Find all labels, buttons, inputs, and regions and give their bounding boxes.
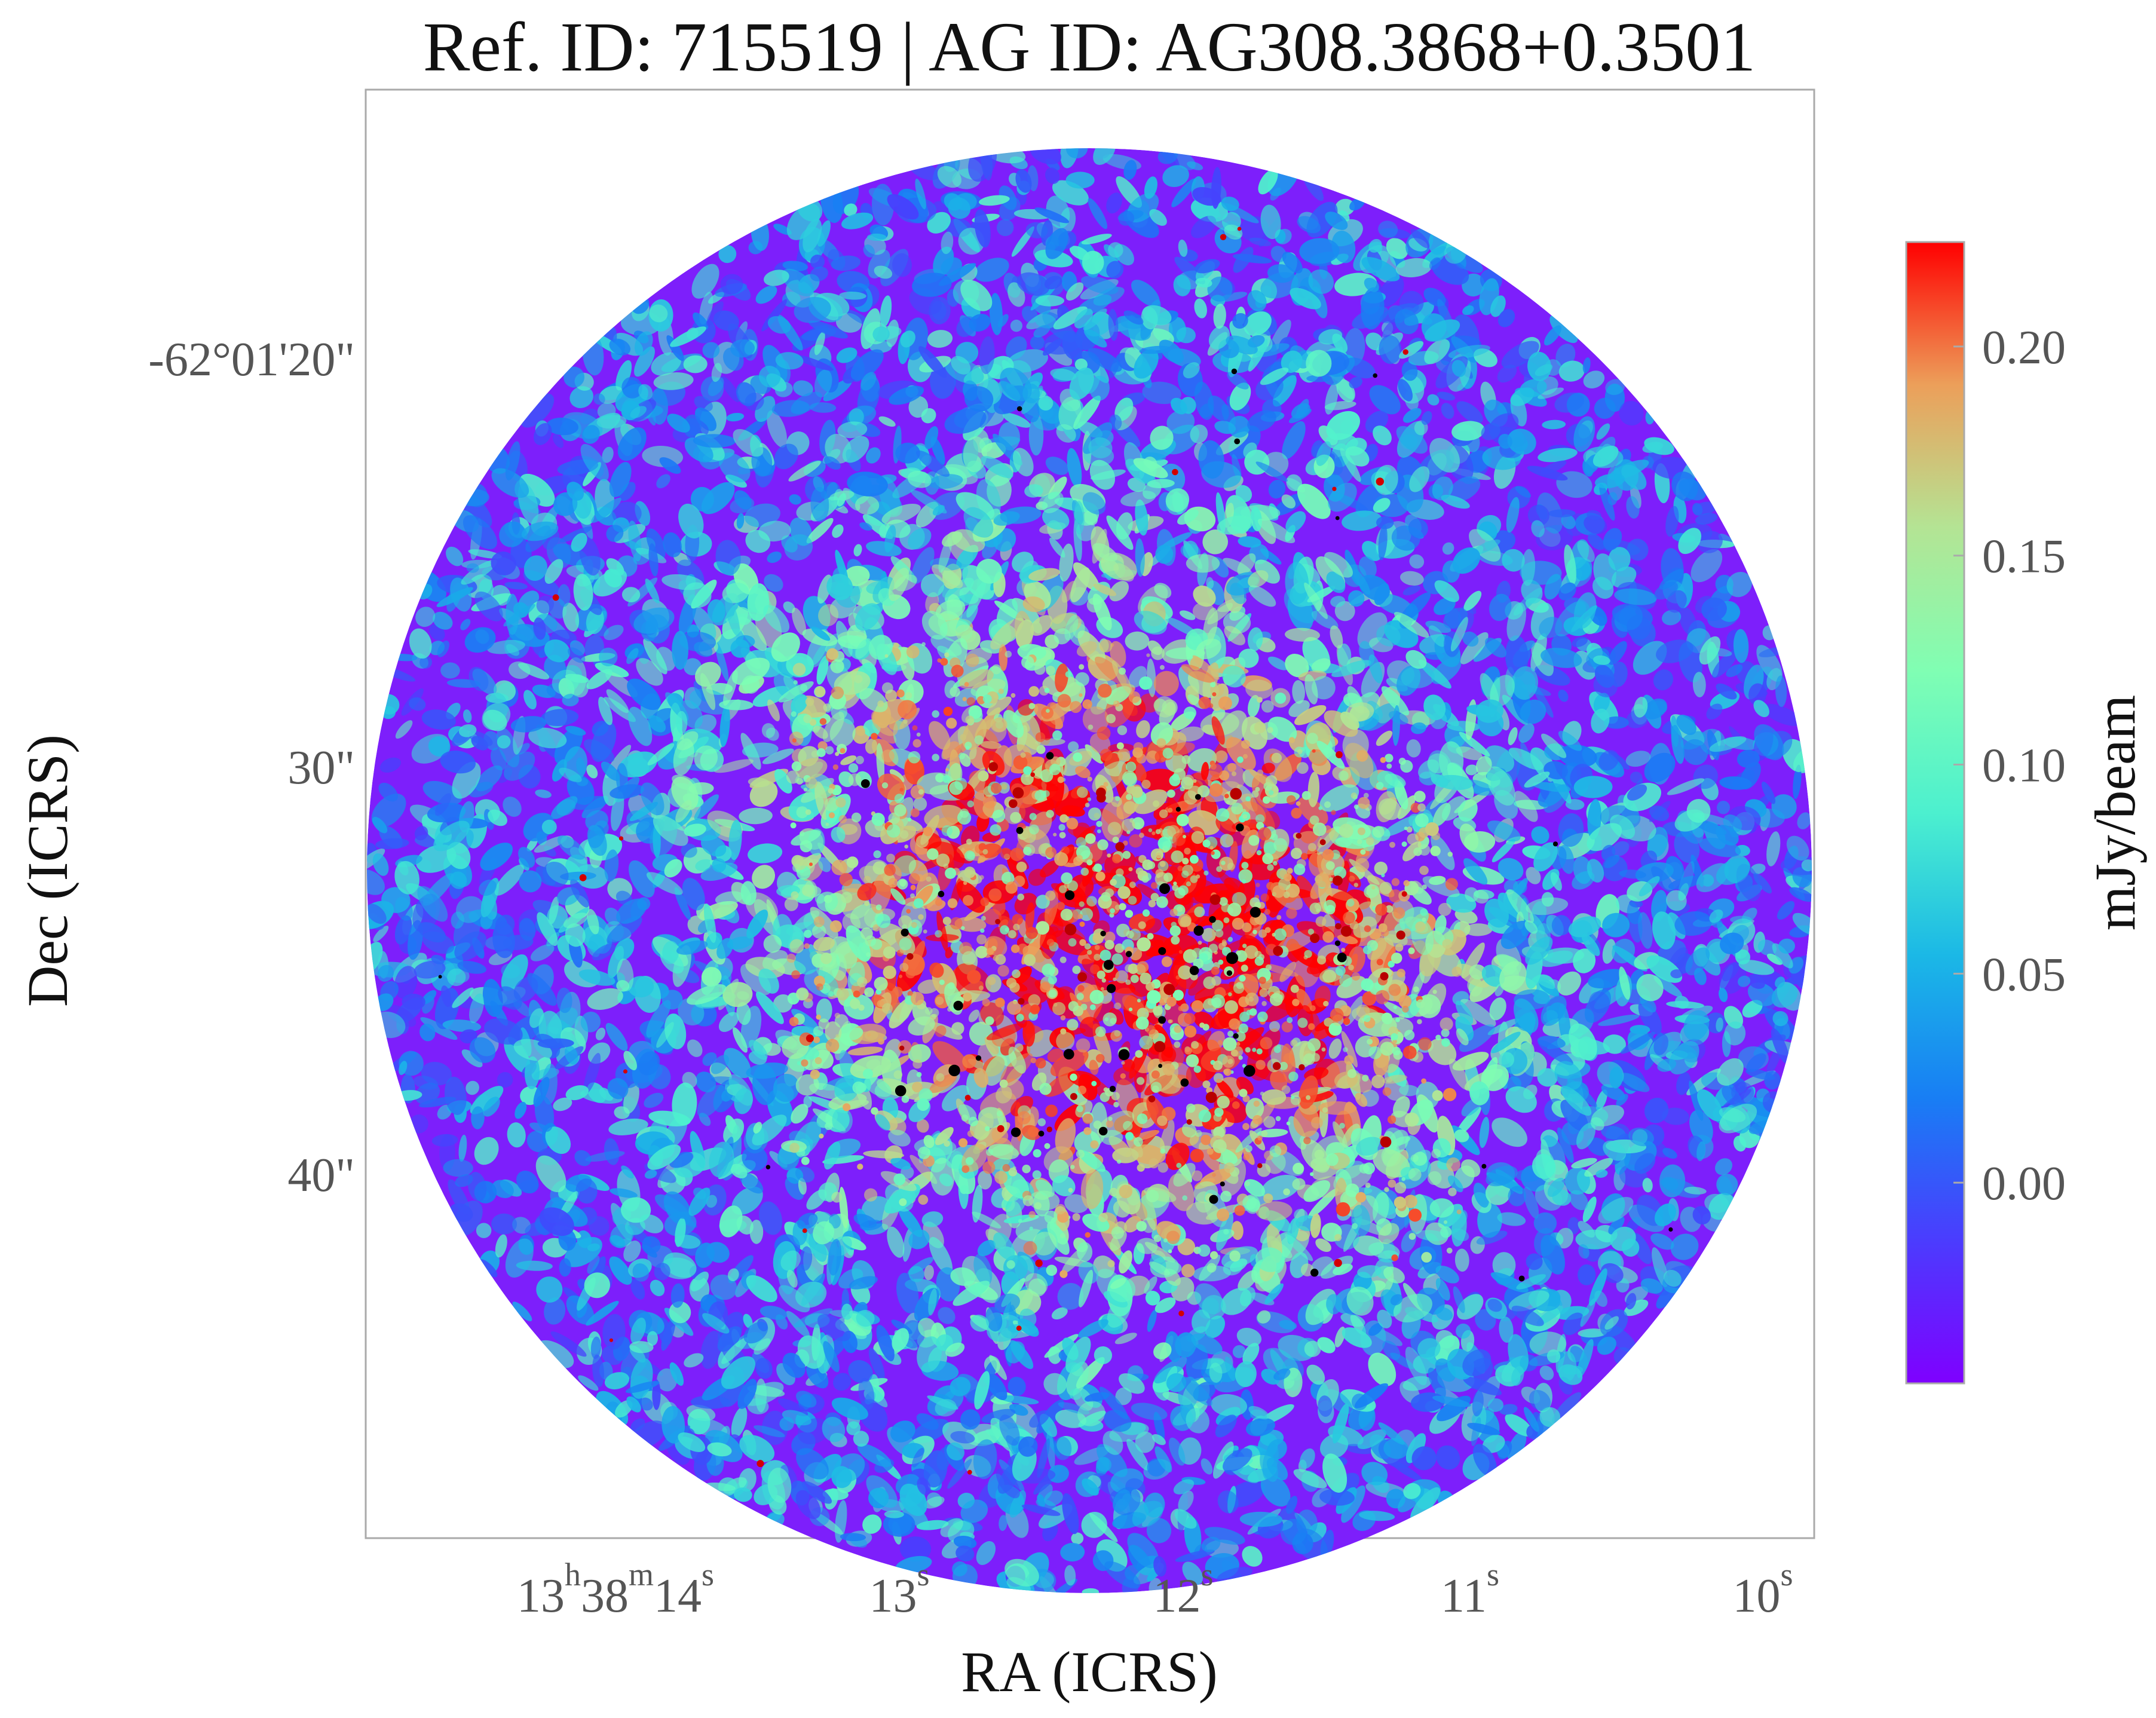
y-tick-labels: -62°01'20" 30" 40" <box>148 333 355 1202</box>
y-tick-label: 40" <box>287 1149 355 1202</box>
colorbar-label: mJy/beam <box>2083 695 2147 931</box>
x-tick-labels: 13h38m14s 13s 12s 11s 10s <box>517 1557 1793 1622</box>
heatmap-disc <box>367 148 1812 1593</box>
colorbar-gradient <box>1905 241 1965 1385</box>
y-tick-label: 30" <box>287 742 355 794</box>
colorbar-tick-label: 0.00 <box>1982 1157 2066 1210</box>
image-area <box>365 88 1815 1593</box>
chart-title: Ref. ID: 715519 | AG ID: AG308.3868+0.35… <box>423 8 1756 86</box>
x-tick-label: 11s <box>1441 1557 1499 1622</box>
y-axis-label: Dec (ICRS) <box>16 734 79 1007</box>
x-axis-label: RA (ICRS) <box>961 1640 1217 1704</box>
colorbar-ticks: 0.00 0.05 0.10 0.15 0.20 <box>1953 321 2066 1210</box>
heatmap-noise <box>367 148 1812 1593</box>
heatmap-emission <box>784 639 1462 1278</box>
x-tick-label: 13s <box>869 1557 929 1622</box>
colorbar-tick-label: 0.15 <box>1982 531 2066 583</box>
colorbar-tick-label: 0.20 <box>1982 321 2066 374</box>
y-tick-label: -62°01'20" <box>148 333 355 386</box>
colorbar: 0.00 0.05 0.10 0.15 0.20 mJy/beam <box>1905 241 2147 1385</box>
x-tick-label: 13h38m14s <box>517 1557 714 1622</box>
x-tick-label: 10s <box>1732 1557 1793 1622</box>
x-tick-label: 12s <box>1153 1557 1213 1622</box>
colorbar-tick-label: 0.05 <box>1982 948 2066 1001</box>
heatmap-peaks <box>438 226 1673 1475</box>
colorbar-tick-label: 0.10 <box>1982 740 2066 792</box>
